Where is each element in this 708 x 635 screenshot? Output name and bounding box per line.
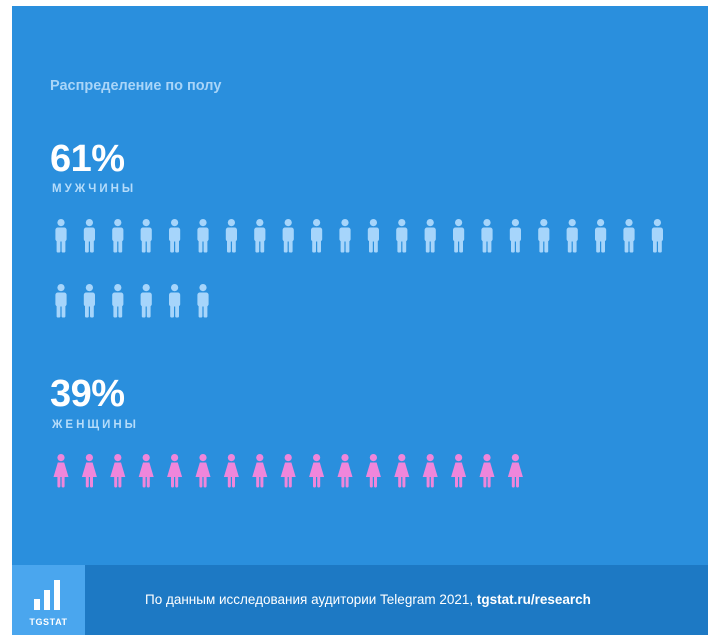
male-person-icon bbox=[225, 219, 237, 253]
male-person-icon bbox=[55, 219, 67, 253]
male-person-icon bbox=[169, 219, 181, 253]
male-person-icon bbox=[509, 219, 521, 253]
female-person-icon bbox=[167, 454, 183, 488]
male-person-icon bbox=[169, 284, 181, 318]
female-person-icon bbox=[394, 454, 410, 488]
bar-chart-icon bbox=[34, 580, 60, 610]
pictogram-chart bbox=[53, 219, 663, 488]
source-note: По данным исследования аудитории Telegra… bbox=[145, 592, 591, 607]
men-percent: 61% bbox=[50, 138, 125, 180]
female-person-icon bbox=[337, 454, 353, 488]
male-person-icon bbox=[55, 284, 67, 318]
female-person-icon bbox=[422, 454, 438, 488]
chart-title: Распределение по полу bbox=[50, 78, 222, 94]
male-person-icon bbox=[282, 219, 294, 253]
male-person-icon bbox=[651, 219, 663, 253]
logo-text: TGSTAT bbox=[29, 617, 68, 627]
female-person-icon bbox=[479, 454, 495, 488]
male-person-icon bbox=[112, 284, 124, 318]
logo[interactable]: TGSTAT bbox=[12, 565, 85, 635]
female-person-icon bbox=[110, 454, 126, 488]
female-person-icon bbox=[507, 454, 523, 488]
male-person-icon bbox=[140, 219, 152, 253]
male-person-icon bbox=[254, 219, 266, 253]
source-link[interactable]: tgstat.ru/research bbox=[476, 592, 591, 607]
female-person-icon bbox=[280, 454, 296, 488]
female-person-icon bbox=[451, 454, 467, 488]
female-person-icon bbox=[365, 454, 381, 488]
male-person-icon bbox=[311, 219, 323, 253]
female-person-icon bbox=[309, 454, 325, 488]
source-text: По данным исследования аудитории Telegra… bbox=[145, 592, 477, 607]
male-person-icon bbox=[623, 219, 635, 253]
footer: TGSTAT По данным исследования аудитории … bbox=[12, 565, 708, 635]
male-person-icon bbox=[83, 219, 95, 253]
male-person-icon bbox=[595, 219, 607, 253]
women-label: ЖЕНЩИНЫ bbox=[52, 419, 139, 431]
male-person-icon bbox=[112, 219, 124, 253]
male-person-icon bbox=[538, 219, 550, 253]
female-person-icon bbox=[195, 454, 211, 488]
women-percent: 39% bbox=[50, 373, 125, 415]
male-person-icon bbox=[424, 219, 436, 253]
infographic-card: Распределение по полу 61% МУЖЧИНЫ 39% ЖЕ… bbox=[12, 6, 708, 635]
female-person-icon bbox=[53, 454, 69, 488]
male-person-icon bbox=[339, 219, 351, 253]
male-person-icon bbox=[481, 219, 493, 253]
male-person-icon bbox=[140, 284, 152, 318]
men-label: МУЖЧИНЫ bbox=[52, 183, 137, 195]
male-person-icon bbox=[566, 219, 578, 253]
male-person-icon bbox=[453, 219, 465, 253]
female-person-icon bbox=[81, 454, 97, 488]
male-person-icon bbox=[83, 284, 95, 318]
male-person-icon bbox=[396, 219, 408, 253]
male-person-icon bbox=[197, 284, 209, 318]
male-person-icon bbox=[197, 219, 209, 253]
male-person-icon bbox=[367, 219, 379, 253]
female-person-icon bbox=[223, 454, 239, 488]
female-person-icon bbox=[252, 454, 268, 488]
female-person-icon bbox=[138, 454, 154, 488]
